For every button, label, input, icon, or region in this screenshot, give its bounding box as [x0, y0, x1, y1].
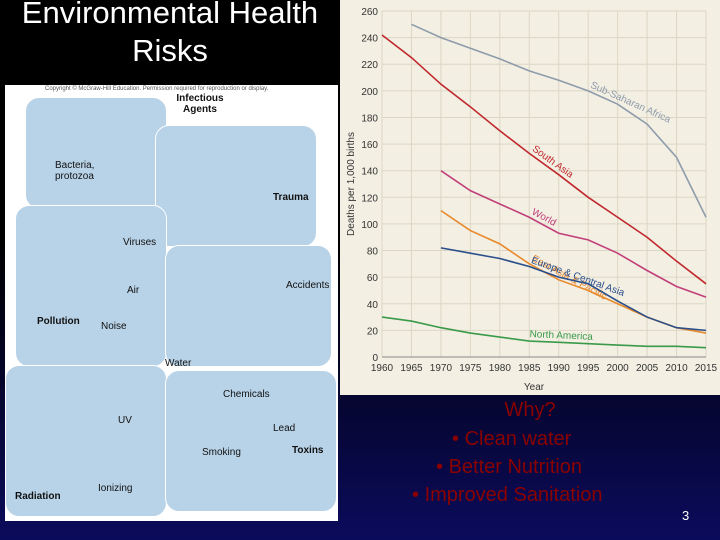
y-axis-label: Deaths per 1,000 births: [346, 132, 357, 236]
figure-label: Trauma: [273, 192, 309, 203]
bullet-text: Better Nutrition: [448, 456, 582, 478]
y-tick-label: 80: [367, 247, 379, 258]
page-number: 3: [682, 508, 690, 523]
series-label: North America: [529, 329, 593, 343]
x-tick-label: 2005: [636, 363, 659, 374]
x-tick-label: 1965: [400, 363, 423, 374]
y-tick-label: 140: [361, 167, 378, 178]
figure-label: Bacteria, protozoa: [55, 160, 95, 182]
why-heading: Why?: [504, 399, 556, 421]
y-tick-label: 100: [361, 220, 378, 231]
y-tick-label: 0: [372, 353, 378, 364]
y-tick-label: 180: [361, 113, 378, 124]
series-line: [411, 23, 707, 218]
figure-label: Smoking: [202, 447, 241, 458]
puzzle-piece: [155, 125, 317, 247]
puzzle-piece: [165, 245, 332, 367]
figure-label: Noise: [101, 321, 127, 332]
x-tick-label: 1980: [489, 363, 512, 374]
y-tick-label: 260: [361, 7, 378, 18]
series-line: [381, 316, 707, 349]
figure-label: Infectious Agents: [176, 93, 224, 115]
series-line: [381, 34, 707, 285]
risk-figure: Copyright © McGraw-Hill Education. Permi…: [5, 85, 338, 521]
y-tick-label: 60: [367, 273, 379, 284]
puzzle-piece: [25, 97, 167, 209]
figure-label: Accidents: [286, 280, 330, 291]
figure-label: Chemicals: [223, 389, 270, 400]
series-line: [440, 247, 707, 332]
y-tick-label: 120: [361, 193, 378, 204]
bullet-text: Improved Sanitation: [424, 484, 603, 506]
figure-label: Air: [127, 285, 140, 296]
y-tick-label: 200: [361, 87, 378, 98]
puzzle-piece: [15, 205, 167, 367]
figure-label: Toxins: [292, 445, 324, 456]
x-tick-label: 2015: [695, 363, 718, 374]
bullet-item: • Clean water: [452, 428, 572, 450]
y-tick-label: 40: [367, 300, 379, 311]
figure-label: Pollution: [37, 316, 80, 327]
series-line: [440, 170, 707, 298]
figure-label: Viruses: [123, 237, 157, 248]
bullet-item: • Better Nutrition: [436, 456, 582, 478]
x-tick-label: 1960: [371, 363, 394, 374]
x-tick-label: 2000: [607, 363, 630, 374]
copyright: Copyright © McGraw-Hill Education. Permi…: [45, 86, 269, 92]
figure-label: Ionizing: [98, 483, 133, 494]
figure-label: Water: [165, 358, 192, 369]
y-tick-label: 240: [361, 34, 378, 45]
puzzle-piece: [165, 370, 337, 512]
bullet-text: Clean water: [464, 428, 572, 450]
figure-label: UV: [118, 415, 132, 426]
x-tick-label: 1985: [518, 363, 541, 374]
figure-label: Radiation: [15, 491, 61, 502]
x-tick-label: 1995: [577, 363, 600, 374]
puzzle-piece: [5, 365, 167, 517]
chart: Deaths per 1,000 births Year 0 20 40 60 80 10…: [340, 0, 720, 395]
slide-title: Environmental Health Risks: [21, 0, 319, 68]
y-tick-label: 20: [367, 326, 379, 337]
figure-label: Lead: [273, 423, 296, 434]
x-tick-label: 2010: [665, 363, 688, 374]
x-axis-label: Year: [524, 382, 545, 393]
x-tick-label: 1970: [430, 363, 453, 374]
y-tick-label: 220: [361, 60, 378, 71]
bullet-item: • Improved Sanitation: [412, 484, 603, 506]
x-tick-label: 1975: [459, 363, 482, 374]
y-tick-label: 160: [361, 140, 378, 151]
x-tick-label: 1990: [548, 363, 571, 374]
